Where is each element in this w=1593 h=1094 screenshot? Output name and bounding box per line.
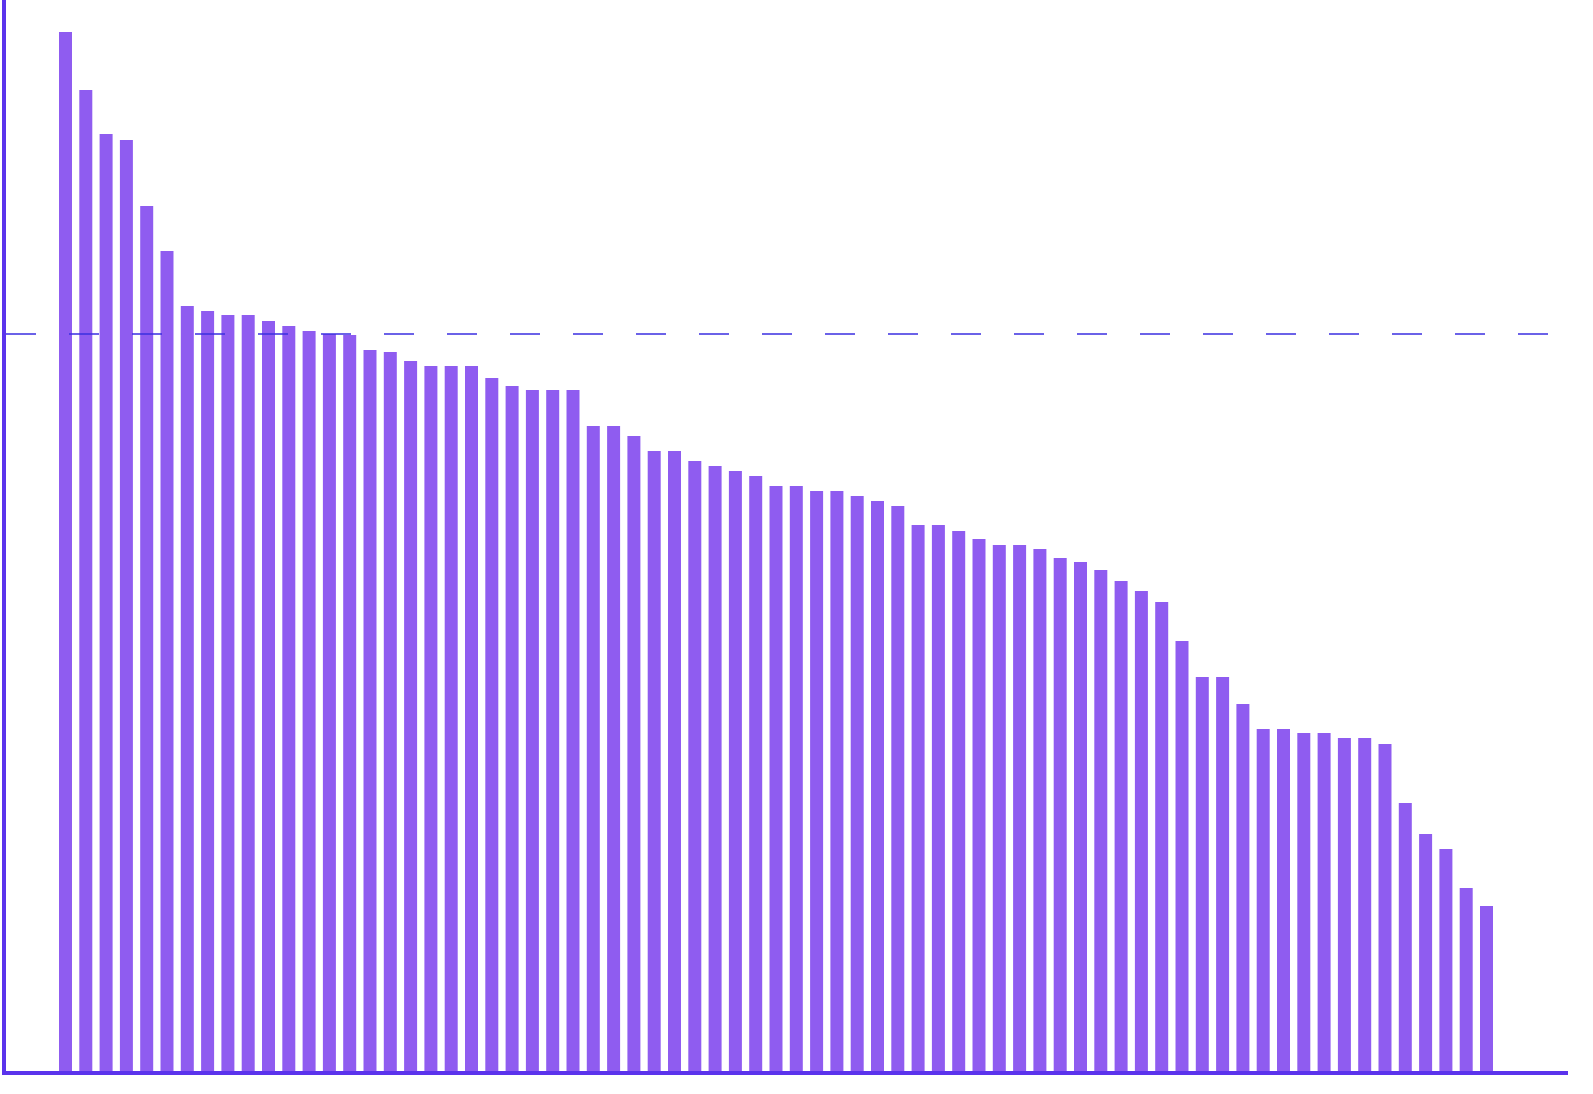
bar <box>1378 744 1392 1072</box>
bar <box>708 466 722 1072</box>
bar <box>180 306 194 1072</box>
bar <box>485 378 499 1072</box>
bar <box>891 506 905 1072</box>
bar <box>1317 733 1331 1072</box>
bar <box>1398 803 1412 1072</box>
bar <box>647 451 661 1072</box>
bar <box>546 390 560 1072</box>
bar <box>830 491 844 1072</box>
bar <box>952 531 966 1072</box>
bar <box>586 426 600 1072</box>
bar <box>1094 570 1108 1072</box>
bar <box>810 491 824 1072</box>
bar <box>1155 602 1169 1072</box>
bar <box>1013 545 1027 1072</box>
bar <box>404 361 418 1072</box>
bar <box>424 366 438 1072</box>
bar <box>1074 562 1087 1072</box>
bar <box>627 436 641 1072</box>
bar <box>1114 581 1128 1072</box>
bar <box>444 366 458 1072</box>
bar <box>911 525 925 1072</box>
bar <box>688 461 702 1072</box>
bar <box>850 496 864 1072</box>
bar <box>1134 591 1148 1072</box>
bar <box>282 326 296 1072</box>
bar <box>1358 738 1372 1072</box>
bar <box>1256 729 1270 1072</box>
bar <box>769 486 783 1072</box>
bar <box>302 331 316 1072</box>
bar <box>241 315 255 1072</box>
bar <box>992 545 1006 1072</box>
bar <box>668 451 681 1072</box>
bar <box>343 335 357 1072</box>
bar <box>1439 849 1453 1072</box>
bar <box>79 90 93 1072</box>
bar <box>201 311 215 1072</box>
bar <box>1033 549 1047 1072</box>
bar <box>363 350 377 1072</box>
bar <box>749 476 763 1072</box>
bar <box>1053 558 1067 1072</box>
bar <box>728 471 742 1072</box>
bar <box>59 32 72 1072</box>
bar <box>221 315 235 1072</box>
bar <box>1459 888 1473 1072</box>
bar <box>99 134 113 1072</box>
bar <box>607 426 621 1072</box>
bar <box>1216 677 1230 1072</box>
bar <box>1480 906 1493 1072</box>
bar <box>525 390 539 1072</box>
bar <box>789 486 803 1072</box>
bar <box>1297 733 1311 1072</box>
bar <box>871 501 884 1072</box>
bar <box>262 321 275 1072</box>
bar <box>505 386 519 1072</box>
bar <box>465 366 478 1072</box>
bar <box>931 525 945 1072</box>
bar <box>322 334 336 1072</box>
bar <box>160 251 174 1072</box>
bar <box>1277 729 1290 1072</box>
bar <box>972 539 986 1072</box>
bar <box>1175 641 1189 1072</box>
bar <box>1419 834 1433 1072</box>
bar <box>119 140 133 1072</box>
bar <box>1195 677 1209 1072</box>
bar <box>1337 738 1351 1072</box>
bar <box>1236 704 1250 1072</box>
bar <box>383 352 397 1072</box>
bar <box>140 206 154 1072</box>
bar <box>566 390 580 1072</box>
